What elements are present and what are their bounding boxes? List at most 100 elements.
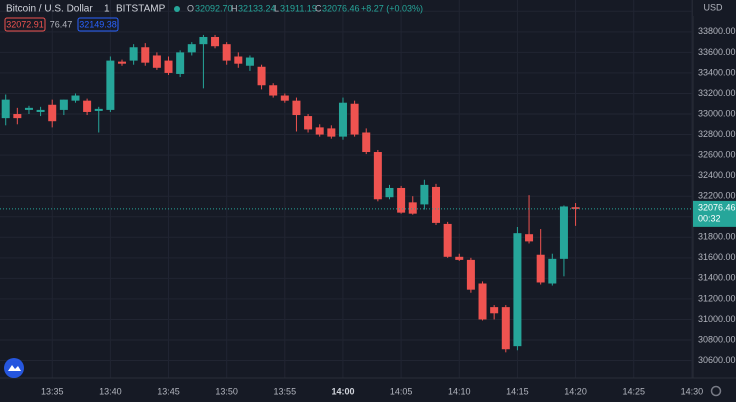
candle-body <box>420 184 429 205</box>
x-tick-label: 14:10 <box>448 386 471 396</box>
y-tick-label: 33600.00 <box>698 47 736 57</box>
legend-low: 31911.19 <box>280 3 317 13</box>
candle-body <box>501 307 510 350</box>
candle-body <box>24 107 33 110</box>
y-tick-label: 32800.00 <box>698 129 736 139</box>
y-tick-label: 31600.00 <box>698 252 736 262</box>
legend-o-label: O <box>187 3 194 13</box>
candle-body <box>36 109 45 112</box>
candle-body <box>129 47 138 61</box>
y-tick-label: 33200.00 <box>698 88 736 98</box>
y-tick-label: 30800.00 <box>698 334 736 344</box>
y-tick-label: 32600.00 <box>698 149 736 159</box>
legend-high: 32133.24 <box>238 3 276 13</box>
candle-body <box>176 52 185 74</box>
candle-body <box>118 61 126 64</box>
candle-body <box>362 132 371 153</box>
candle-body <box>408 202 417 214</box>
candle-body <box>106 60 115 110</box>
legend-change: +8.27 (+0.03%) <box>361 3 423 13</box>
y-tick-label: 32200.00 <box>698 191 736 201</box>
candle-body <box>478 283 487 320</box>
x-tick-label: 13:40 <box>99 386 122 396</box>
candle-body <box>164 60 173 73</box>
y-tick-label: 31200.00 <box>698 293 736 303</box>
header: Bitcoin / U.S. Dollar 1 BITSTAMP O 32092… <box>4 3 423 32</box>
candle-body <box>559 206 568 259</box>
x-tick-label: 13:45 <box>157 386 180 396</box>
candle-body <box>338 102 347 137</box>
candle-body <box>83 100 92 112</box>
y-tick-label: 33800.00 <box>698 26 736 36</box>
candle-body <box>13 114 22 119</box>
candle-body <box>234 56 243 64</box>
candle-body <box>490 307 499 314</box>
y-tick-label: 32400.00 <box>698 170 736 180</box>
legend-h-label: H <box>231 3 238 13</box>
candle-body <box>327 128 336 137</box>
candle-body <box>257 66 266 86</box>
x-tick-label: 14:00 <box>331 386 354 396</box>
candle-body <box>525 234 534 242</box>
candle-body <box>187 44 196 53</box>
candle-body <box>571 207 580 209</box>
legend-c-label: C <box>315 3 322 13</box>
candle-body <box>48 104 57 122</box>
y-tick-label: 31800.00 <box>698 232 736 242</box>
x-tick-label: 14:30 <box>681 386 704 396</box>
x-tick-label: 14:15 <box>506 386 529 396</box>
candle-body <box>1 99 10 119</box>
candle-body <box>152 55 161 68</box>
candle-body <box>269 85 278 96</box>
legend-open: 32092.70 <box>195 3 233 13</box>
settings-button[interactable] <box>710 385 722 397</box>
candle-body <box>397 187 406 213</box>
candle-body <box>280 95 289 101</box>
ask: 32149.38 <box>79 19 117 29</box>
candle-body <box>94 108 103 111</box>
candle-body <box>245 57 254 66</box>
candle-body <box>304 116 313 130</box>
x-tick-label: 14:25 <box>622 386 645 396</box>
candle-body <box>443 223 452 257</box>
candle-body <box>199 36 208 45</box>
symbol: Bitcoin / U.S. Dollar <box>6 4 93 15</box>
candle-body <box>141 47 150 63</box>
candle-body <box>350 103 359 135</box>
candle-body <box>71 95 80 101</box>
x-tick-label: 13:55 <box>274 386 297 396</box>
y-tick-label: 31400.00 <box>698 273 736 283</box>
candle-body <box>548 258 557 284</box>
candle-body <box>385 187 394 198</box>
bid: 32072.91 <box>6 19 44 29</box>
candle-body <box>315 127 324 135</box>
countdown: 00:32 <box>698 213 721 223</box>
spread: 76.47 <box>50 19 73 29</box>
x-tick-label: 13:35 <box>41 386 64 396</box>
candle-body <box>432 186 441 223</box>
currency: USD <box>703 2 723 12</box>
ask-box[interactable] <box>77 17 119 32</box>
candle-body <box>59 99 68 110</box>
x-tick-label: 13:50 <box>215 386 238 396</box>
bid-box[interactable] <box>4 17 46 32</box>
candle-body <box>222 44 231 61</box>
candle-body <box>373 152 382 200</box>
candle-body <box>455 256 464 260</box>
candle-body <box>211 36 220 47</box>
y-tick-label: 33400.00 <box>698 67 736 77</box>
market-status <box>174 6 180 12</box>
y-tick-label: 33000.00 <box>698 108 736 118</box>
currency-box <box>693 0 736 16</box>
x-tick-label: 14:05 <box>390 386 413 396</box>
candle-body <box>466 259 475 290</box>
candle-body <box>536 254 545 283</box>
last-price-label: 32076.46 <box>698 202 736 212</box>
y-tick-label: 31000.00 <box>698 314 736 324</box>
exchange: BITSTAMP <box>116 4 166 15</box>
logo-icon <box>8 365 21 371</box>
candle-body <box>513 233 522 347</box>
y-tick-label: 30600.00 <box>698 355 736 365</box>
legend-l-label: L <box>274 3 279 13</box>
